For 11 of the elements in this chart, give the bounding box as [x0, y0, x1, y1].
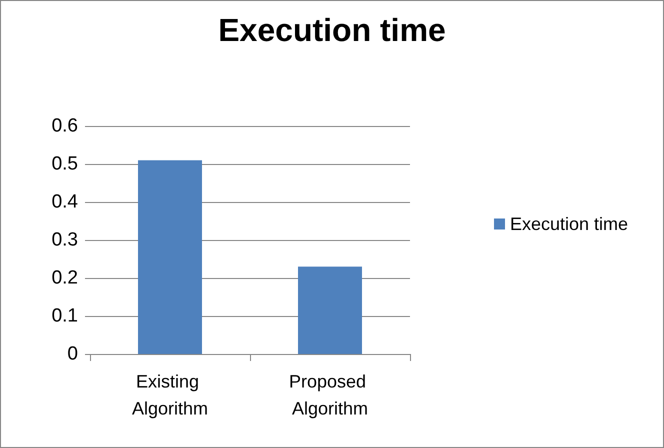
- y-tick-label: 0.1: [52, 306, 78, 326]
- x-tick-label: Existing Algorithm: [132, 372, 208, 418]
- y-tick-label: 0: [67, 344, 78, 364]
- legend-label: Execution time: [510, 214, 628, 234]
- y-tick-label: 0.6: [52, 116, 78, 136]
- y-tick-label: 0.3: [52, 230, 78, 250]
- x-tick-label: Proposed Algorithm: [288, 372, 372, 418]
- y-tick-label: 0.4: [52, 192, 78, 212]
- y-tick-label: 0.5: [52, 154, 78, 174]
- chart-title: Execution time: [218, 12, 446, 48]
- y-tick-label: 0.2: [52, 268, 78, 288]
